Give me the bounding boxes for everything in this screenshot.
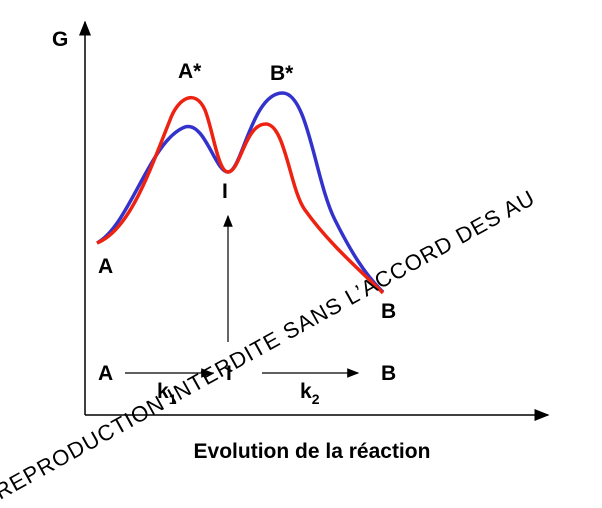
rate-subscript: 1 bbox=[169, 391, 177, 407]
y-axis-label: G bbox=[52, 28, 68, 51]
rate-constant: k2 bbox=[300, 380, 320, 407]
x-axis-label: Evolution de la réaction bbox=[194, 440, 431, 463]
rate-symbol: k bbox=[300, 380, 312, 403]
transition-state-label: A* bbox=[178, 60, 202, 83]
intermediate-label: I bbox=[222, 180, 228, 203]
reactant-label: A bbox=[98, 255, 113, 278]
scheme-reactant: A bbox=[98, 362, 113, 385]
reaction-curve bbox=[96, 96, 385, 295]
scheme-product: B bbox=[381, 362, 396, 385]
scheme-intermediate: I bbox=[226, 362, 232, 385]
rate-subscript: 2 bbox=[312, 391, 320, 407]
rate-constant: k1 bbox=[157, 380, 177, 407]
transition-state-label: B* bbox=[270, 62, 294, 85]
product-label: B bbox=[381, 300, 396, 323]
catalyzed-curve bbox=[96, 91, 385, 294]
rate-symbol: k bbox=[157, 380, 169, 403]
